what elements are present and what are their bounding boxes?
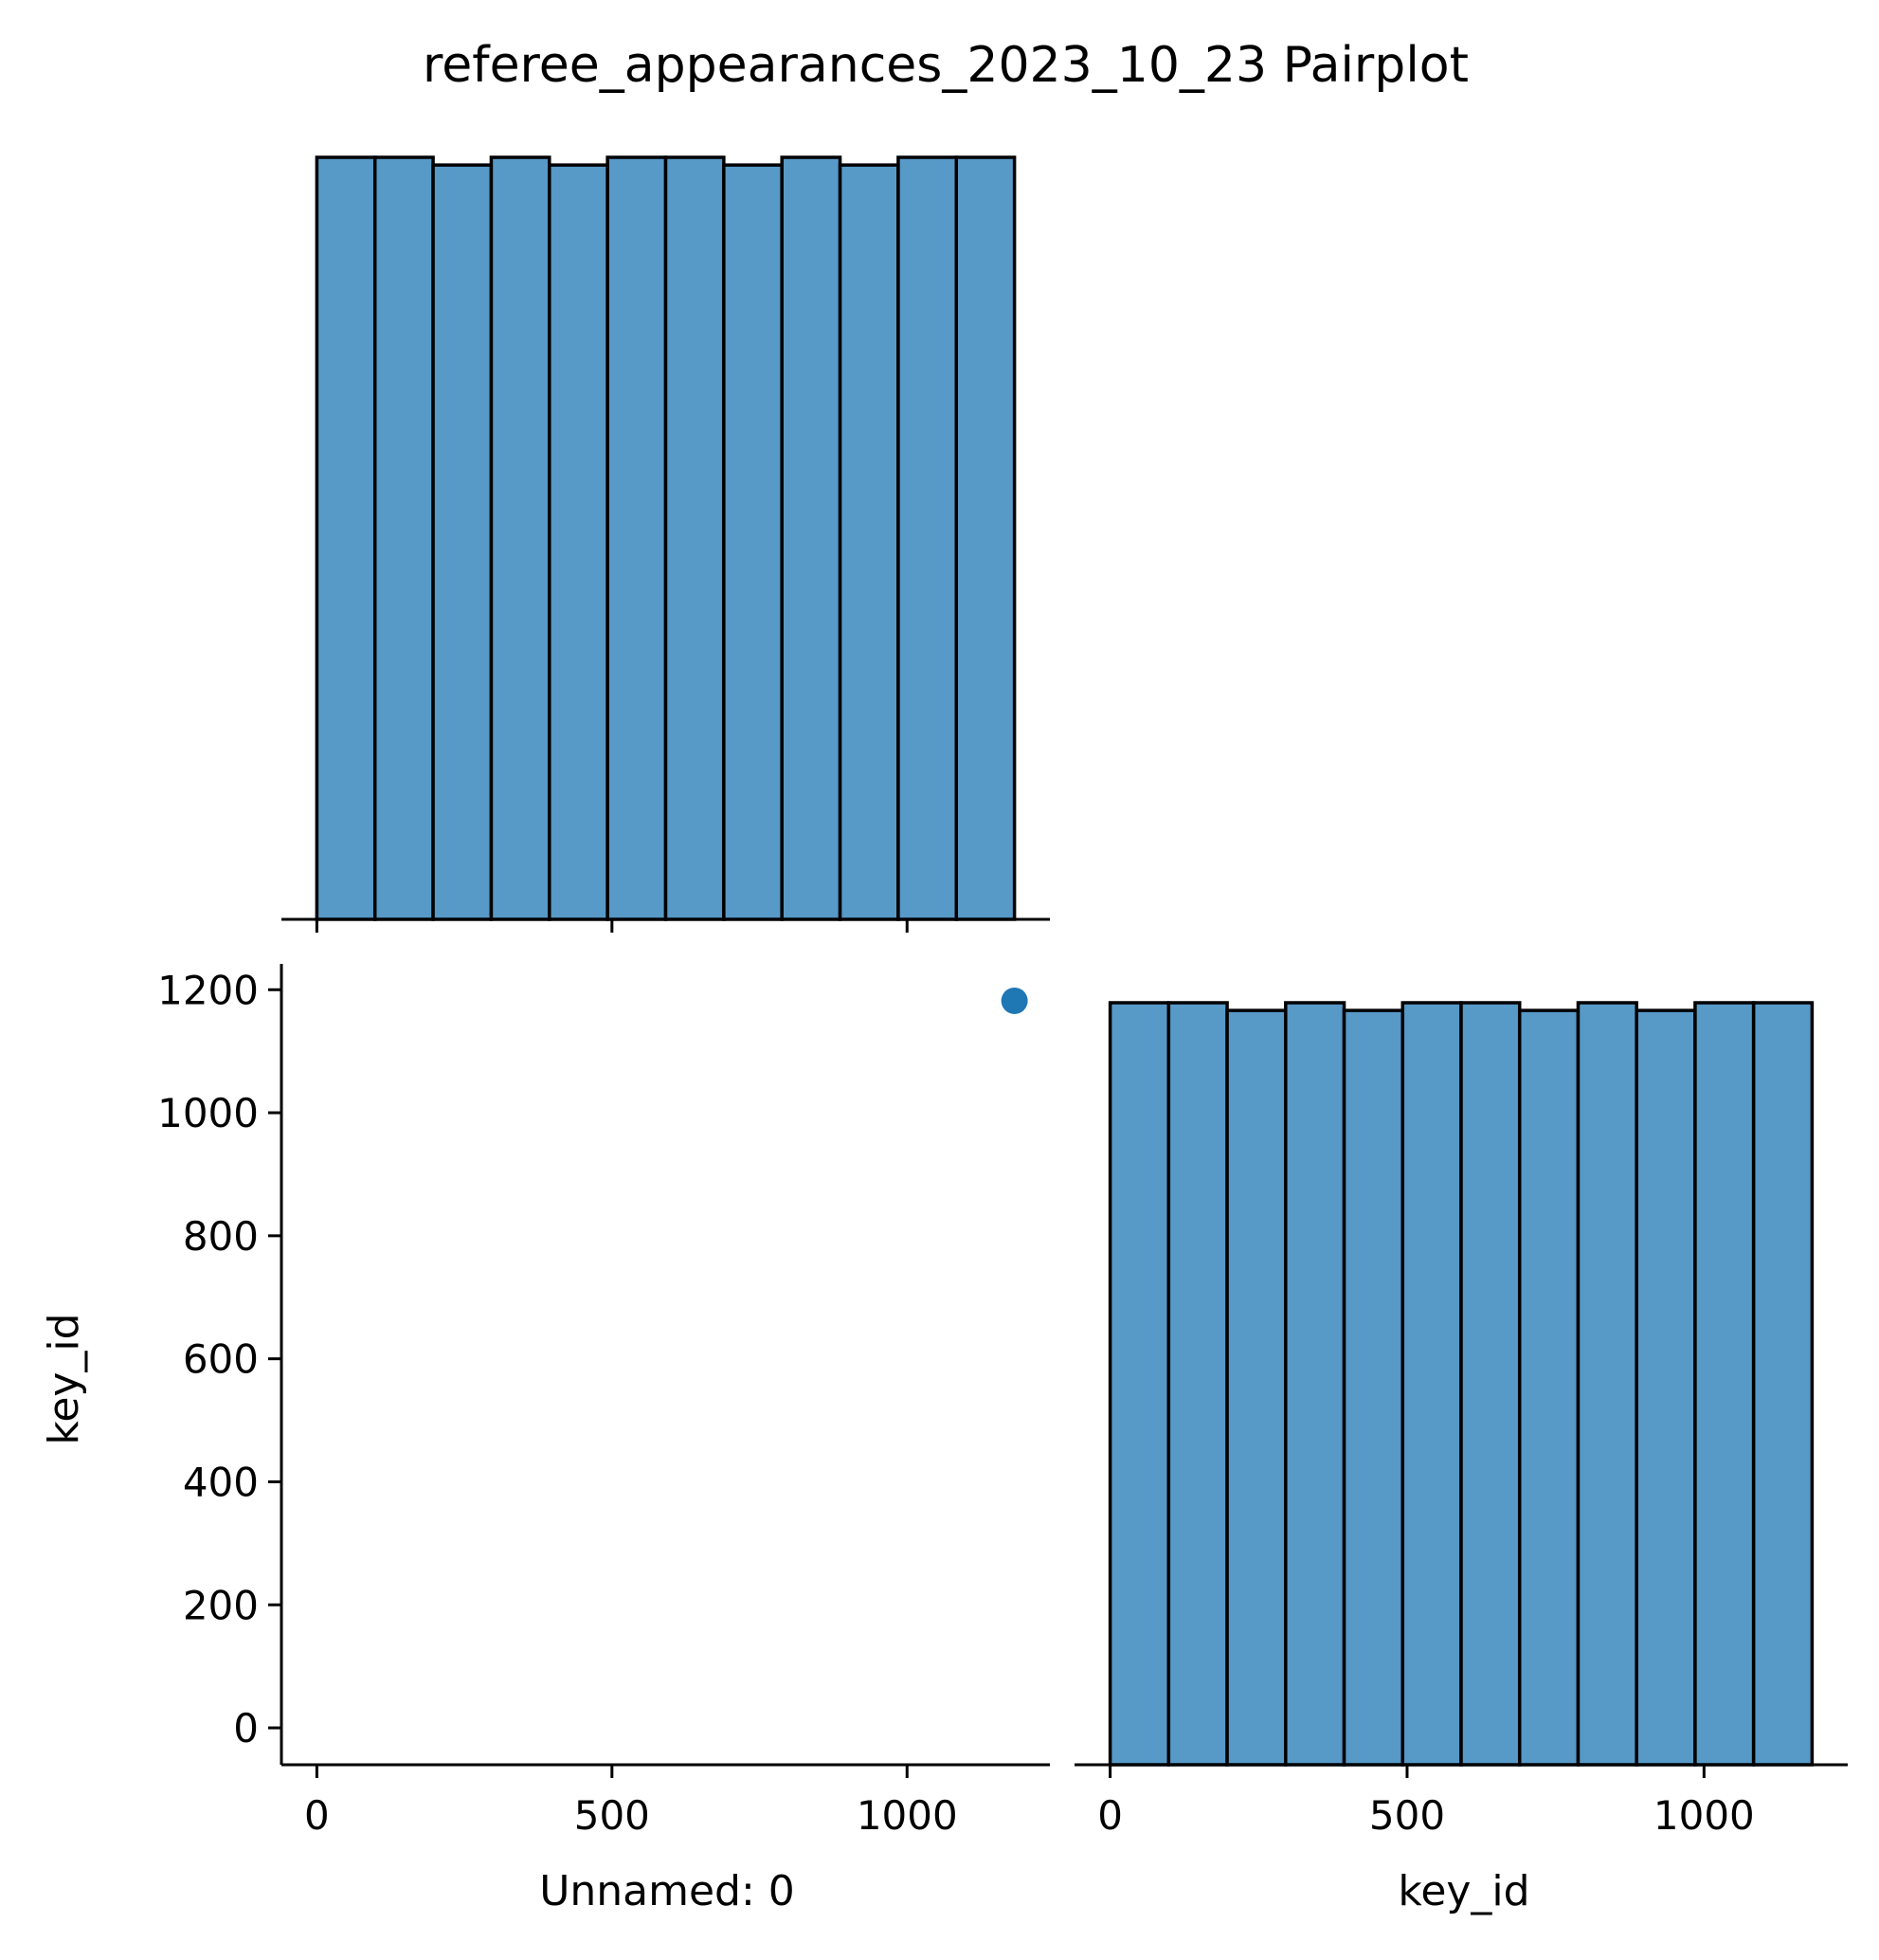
x-axis-label-key-id: key_id bbox=[1398, 1867, 1529, 1915]
chart-title: referee_appearances_2023_10_23 Pairplot bbox=[423, 37, 1469, 94]
y-tick-label: 600 bbox=[183, 1336, 259, 1383]
histogram-bar bbox=[1693, 1001, 1756, 1767]
histogram-bar bbox=[1400, 1001, 1463, 1767]
histogram-key-id: 0 500 1000 bbox=[1075, 1001, 1848, 1839]
y-axis-label-key-id: key_id bbox=[40, 1313, 88, 1444]
histogram-bar bbox=[315, 155, 377, 921]
x-axis-label-unnamed-0: Unnamed: 0 bbox=[539, 1867, 795, 1915]
histogram-bar bbox=[896, 155, 959, 921]
histogram-bar bbox=[1517, 1008, 1581, 1767]
y-tick-label: 800 bbox=[183, 1213, 259, 1260]
x-tick-label: 500 bbox=[1369, 1792, 1445, 1839]
histogram-bar bbox=[431, 163, 494, 921]
y-tick-label: 0 bbox=[233, 1705, 259, 1751]
x-tick-label: 0 bbox=[304, 1792, 330, 1839]
histogram-bar bbox=[1284, 1001, 1346, 1767]
histogram-bar bbox=[838, 163, 900, 921]
histogram-bar bbox=[489, 155, 551, 921]
y-tick-label: 200 bbox=[183, 1582, 259, 1628]
x-tick-label: 1000 bbox=[1653, 1792, 1755, 1839]
histogram-bar bbox=[780, 155, 842, 921]
x-tick-label: 500 bbox=[574, 1792, 650, 1839]
histogram-bar bbox=[605, 155, 668, 921]
histogram-bar bbox=[1166, 1001, 1229, 1767]
x-tick-label: 0 bbox=[1097, 1792, 1123, 1839]
histogram-bar bbox=[663, 155, 726, 921]
histogram-bar bbox=[372, 155, 435, 921]
histogram-unnamed-0 bbox=[281, 155, 1050, 933]
y-tick-label: 400 bbox=[183, 1459, 259, 1505]
histogram-bar bbox=[1225, 1008, 1288, 1767]
x-tick-label: 1000 bbox=[857, 1792, 958, 1839]
y-tick-label: 1000 bbox=[157, 1090, 259, 1136]
histogram-bar bbox=[1751, 1001, 1815, 1767]
histogram-bar bbox=[1108, 1001, 1171, 1767]
histogram-bar bbox=[1576, 1001, 1638, 1767]
histogram-bar bbox=[1635, 1008, 1697, 1767]
histogram-bar bbox=[548, 163, 609, 921]
y-tick-label: 1200 bbox=[157, 967, 259, 1013]
histogram-bar bbox=[1459, 1001, 1522, 1767]
histogram-bar bbox=[1342, 1008, 1405, 1767]
histogram-bar bbox=[954, 155, 1017, 921]
scatter-key-id-vs-unnamed-0: 0 500 1000 0 200 400 600 800 1000 1200 bbox=[157, 964, 1050, 1839]
scatter-point bbox=[1001, 987, 1028, 1014]
histogram-bar bbox=[722, 163, 784, 921]
